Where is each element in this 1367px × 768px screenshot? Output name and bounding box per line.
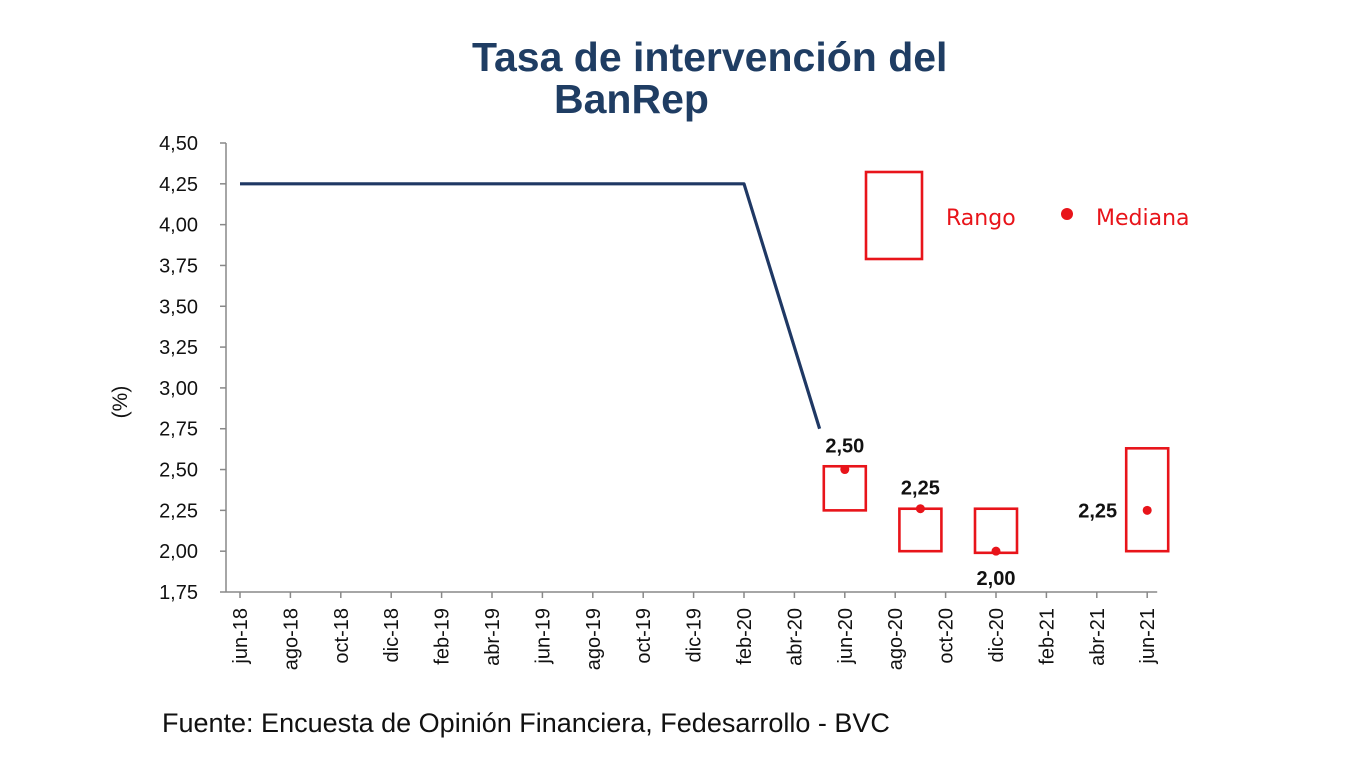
median-point	[991, 546, 1001, 556]
y-tick-label: 2,00	[159, 541, 198, 563]
median-point	[915, 504, 925, 514]
series-line-tasa	[240, 182, 822, 430]
x-tick-label: jun-21	[1137, 608, 1159, 665]
chart-title: Tasa de intervención del BanRep	[472, 36, 1172, 120]
range-box	[973, 507, 1019, 555]
x-tick-label: oct-19	[633, 608, 655, 664]
x-tick-label: abr-21	[1087, 608, 1109, 666]
x-tick-label: oct-18	[331, 608, 353, 664]
x-tick-label: feb-19	[432, 608, 454, 665]
median-point	[840, 465, 850, 475]
y-tick-label: 3,75	[159, 255, 198, 277]
y-tick-label: 4,50	[159, 133, 198, 155]
y-tick-label: 3,00	[159, 378, 198, 400]
x-tick-label: jun-18	[230, 608, 252, 665]
x-tick-label: jun-19	[532, 608, 554, 665]
legend-range-swatch	[864, 170, 924, 261]
x-tick-label: oct-20	[936, 608, 958, 664]
range-box	[898, 507, 943, 553]
x-tick-label: dic-19	[684, 608, 706, 662]
x-tick-label: abr-20	[784, 608, 806, 666]
legend-median-label: Mediana	[1096, 206, 1190, 231]
legend-range-label: Rango	[946, 206, 1016, 231]
x-tick-label: feb-21	[1036, 608, 1058, 665]
y-axis-label: (%)	[109, 386, 132, 419]
x-tick-label: dic-20	[986, 608, 1008, 662]
y-tick-label: 3,25	[159, 337, 198, 359]
median-data-label: 2,25	[901, 478, 940, 500]
x-tick-label: ago-19	[583, 608, 605, 670]
legend-median-marker	[1061, 208, 1073, 220]
chart-title-line-1: Tasa de intervención del	[472, 34, 948, 80]
x-tick-label: ago-18	[280, 608, 302, 670]
chart-source-note: Fuente: Encuesta de Opinión Financiera, …	[162, 708, 890, 738]
median-data-label: 2,25	[1078, 500, 1117, 522]
x-tick-label: dic-18	[381, 608, 403, 662]
y-tick-label: 2,75	[159, 419, 198, 441]
median-data-label: 2,50	[825, 435, 864, 457]
y-tick-label: 3,50	[159, 296, 198, 318]
x-tick-label: ago-20	[885, 608, 907, 670]
y-tick-label: 2,25	[159, 500, 198, 522]
y-tick-label: 4,25	[159, 174, 198, 196]
x-tick-label: jun-20	[835, 608, 857, 665]
median-data-label: 2,00	[977, 568, 1016, 590]
y-tick-label: 2,50	[159, 460, 198, 482]
y-tick-label: 1,75	[159, 582, 198, 604]
chart-title-line-2: BanRep	[554, 76, 709, 122]
y-tick-label: 4,00	[159, 215, 198, 237]
range-box	[1124, 447, 1170, 553]
median-point	[1142, 505, 1152, 515]
x-tick-label: feb-20	[734, 608, 756, 665]
x-tick-label: abr-19	[482, 608, 504, 666]
